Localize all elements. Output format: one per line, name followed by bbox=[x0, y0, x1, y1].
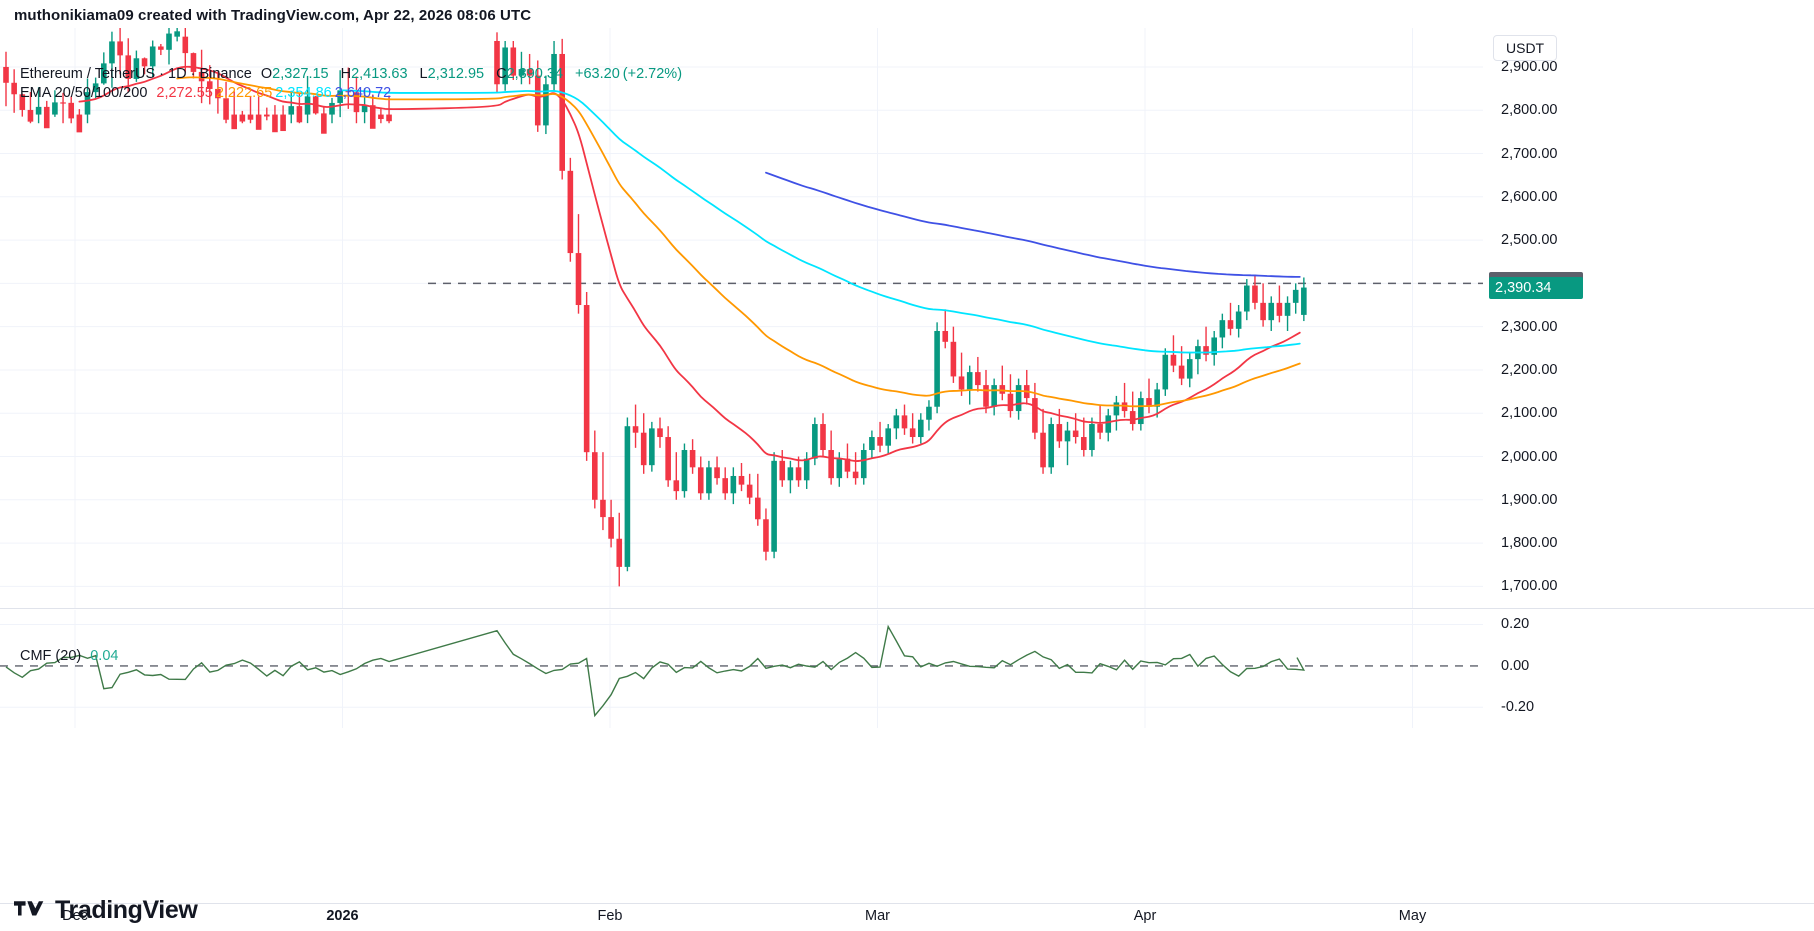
cmf-plot-area[interactable] bbox=[0, 610, 1483, 728]
chart-container[interactable]: USDT 2,900.00 2,800.00 2,700.00 2,600.00 2,5… bbox=[0, 28, 1814, 903]
price-axis-tick: 2,300.00 bbox=[1501, 318, 1558, 335]
time-axis-tick: May bbox=[1398, 908, 1427, 924]
cmf-axis[interactable]: 0.20 0.00 -0.20 bbox=[1483, 610, 1814, 728]
tradingview-logo-text: TradingView bbox=[55, 896, 198, 924]
price-axis-tick: 2,700.00 bbox=[1501, 145, 1558, 162]
price-pane[interactable]: USDT 2,900.00 2,800.00 2,700.00 2,600.00 2,5… bbox=[0, 28, 1814, 608]
price-axis[interactable]: USDT 2,900.00 2,800.00 2,700.00 2,600.00 2,5… bbox=[1483, 28, 1814, 608]
time-axis-tick: Feb bbox=[597, 908, 623, 924]
cmf-line-svg bbox=[0, 610, 1483, 728]
price-axis-tick: 2,200.00 bbox=[1501, 361, 1558, 378]
cmf-axis-tick: 0.00 bbox=[1501, 657, 1530, 674]
price-axis-tick: 2,100.00 bbox=[1501, 405, 1558, 422]
last-price-badge: 2,390.34 bbox=[1489, 276, 1583, 299]
time-axis[interactable]: Dec 2026 Feb Mar Apr May bbox=[0, 903, 1814, 931]
price-axis-unit: USDT bbox=[1493, 35, 1558, 61]
cmf-axis-tick: 0.20 bbox=[1501, 616, 1530, 633]
time-axis-tick: Mar bbox=[865, 908, 890, 924]
tradingview-logo-icon bbox=[14, 900, 44, 915]
price-axis-tick: 2,000.00 bbox=[1501, 448, 1558, 465]
time-axis-tick: Apr bbox=[1133, 908, 1157, 924]
attribution-text: muthonikiama09 created with TradingView.… bbox=[14, 7, 532, 24]
time-axis-tick: Dec bbox=[62, 908, 88, 924]
tradingview-logo: TradingView bbox=[14, 896, 198, 925]
price-axis-tick: 2,600.00 bbox=[1501, 188, 1558, 205]
price-plot-area[interactable] bbox=[0, 28, 1483, 608]
price-axis-tick: 2,900.00 bbox=[1501, 58, 1558, 75]
price-axis-tick: 2,500.00 bbox=[1501, 232, 1558, 249]
time-axis-tick: 2026 bbox=[326, 908, 359, 924]
price-axis-tick: 2,800.00 bbox=[1501, 102, 1558, 119]
price-axis-tick: 1,900.00 bbox=[1501, 491, 1558, 508]
pane-divider bbox=[0, 608, 1814, 609]
price-axis-tick: 1,700.00 bbox=[1501, 578, 1558, 595]
price-axis-tick: 1,800.00 bbox=[1501, 535, 1558, 552]
cmf-axis-tick: -0.20 bbox=[1501, 699, 1535, 716]
price-candlestick-svg bbox=[0, 28, 1483, 608]
cmf-pane[interactable]: 0.20 0.00 -0.20 bbox=[0, 610, 1814, 728]
